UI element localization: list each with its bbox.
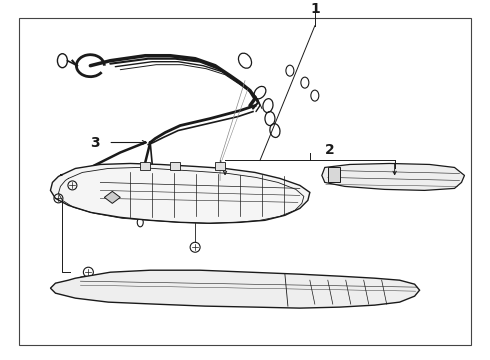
Text: 1: 1 <box>310 2 319 16</box>
Polygon shape <box>322 163 465 190</box>
Text: 3: 3 <box>91 135 100 149</box>
Polygon shape <box>104 192 120 203</box>
Polygon shape <box>50 163 310 223</box>
Bar <box>215 162 225 170</box>
Bar <box>170 162 180 170</box>
Polygon shape <box>50 270 419 308</box>
Bar <box>140 162 150 170</box>
Bar <box>328 167 340 183</box>
Text: 2: 2 <box>325 144 335 157</box>
